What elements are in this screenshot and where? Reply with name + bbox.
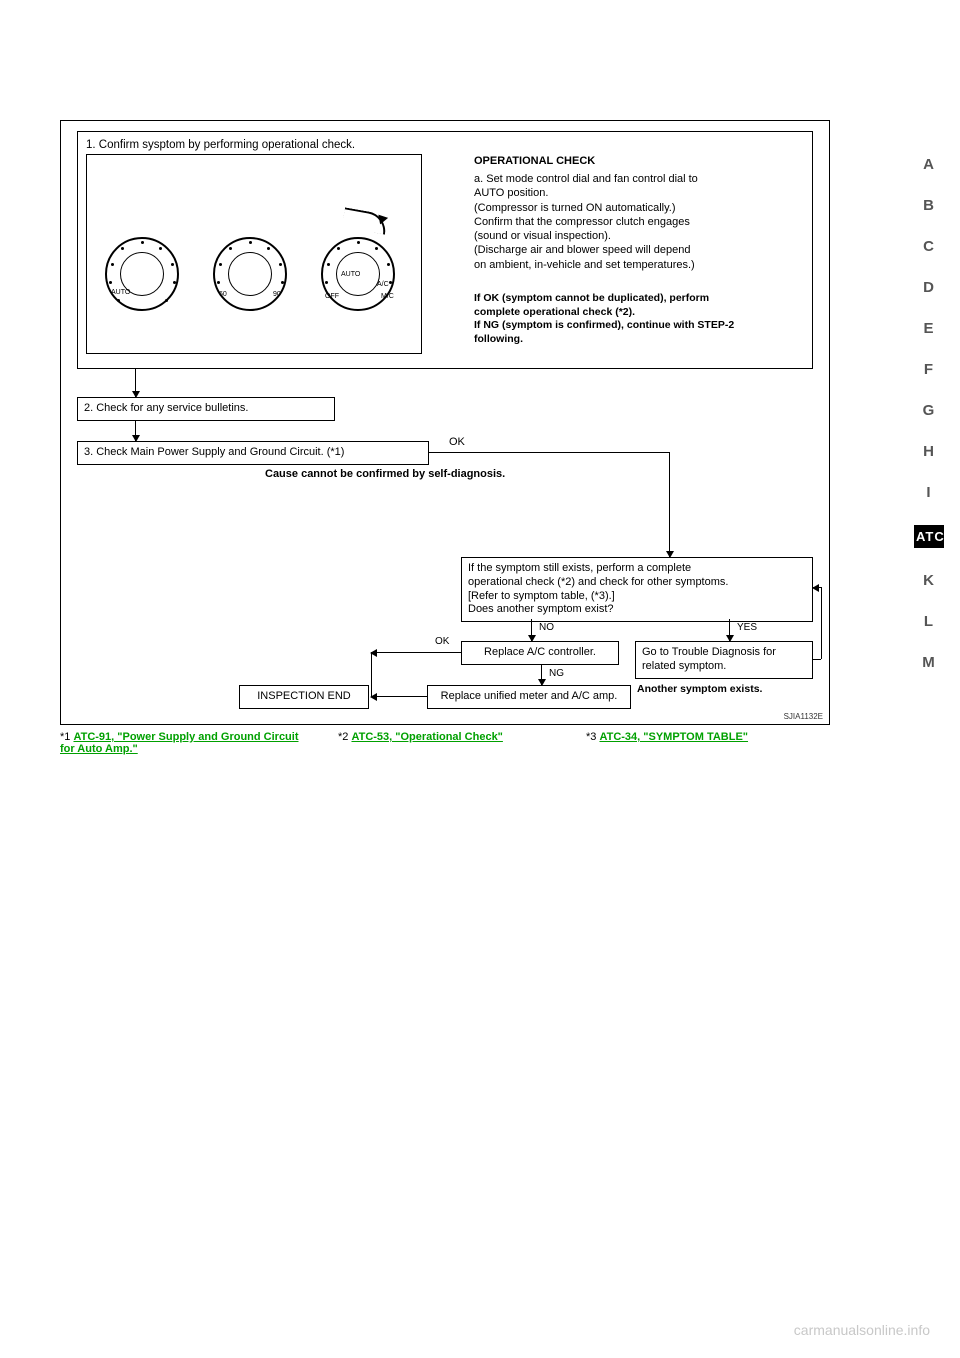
watermark: carmanualsonline.info bbox=[794, 1322, 930, 1338]
step1-box: 1. Confirm sysptom by performing operati… bbox=[77, 131, 813, 369]
auto2-label: AUTO bbox=[341, 271, 360, 280]
another-line-h bbox=[813, 659, 821, 660]
tab-atc[interactable]: ATC bbox=[914, 525, 944, 548]
op-check-heading: OPERATIONAL CHECK bbox=[474, 154, 595, 168]
no-label: NO bbox=[539, 621, 554, 634]
replace-controller-box: Replace A/C controller. bbox=[461, 641, 619, 665]
reference-row: *1 ATC-91, "Power Supply and Ground Circ… bbox=[60, 731, 830, 755]
if-ok-ng-text: If OK (symptom cannot be duplicated), pe… bbox=[474, 292, 794, 347]
step2-text: 2. Check for any service bulletins. bbox=[84, 402, 248, 414]
off-label: OFF bbox=[325, 293, 339, 302]
yes-label: YES bbox=[737, 621, 757, 634]
tab-f[interactable]: F bbox=[914, 361, 944, 378]
ok-down bbox=[669, 452, 670, 557]
fan-dial: AUTO A/C OFF M/C bbox=[321, 237, 395, 311]
tab-i[interactable]: I bbox=[914, 484, 944, 501]
tab-d[interactable]: D bbox=[914, 279, 944, 296]
yes-arrow bbox=[729, 619, 730, 641]
mc-label: M/C bbox=[381, 293, 394, 302]
inspection-end-box: INSPECTION END bbox=[239, 685, 369, 709]
diagram-code: SJIA1132E bbox=[784, 712, 823, 721]
another-line-v bbox=[821, 587, 822, 659]
ok2-line bbox=[371, 652, 461, 653]
ref2-num: *2 bbox=[338, 731, 348, 743]
ok2-label: OK bbox=[435, 635, 449, 648]
op-check-body: a. Set mode control dial and fan control… bbox=[474, 172, 794, 272]
dials-illustration: AUTO 60 90 bbox=[86, 154, 422, 354]
ok-line bbox=[429, 452, 669, 453]
ac-label: A/C bbox=[377, 281, 389, 290]
no-arrow bbox=[531, 619, 532, 641]
t90-label: 90 bbox=[273, 291, 281, 300]
tab-e[interactable]: E bbox=[914, 320, 944, 337]
step2-box: 2. Check for any service bulletins. bbox=[77, 397, 335, 421]
ref1-link[interactable]: ATC-91, "Power Supply and Ground Circuit… bbox=[60, 731, 299, 755]
tab-g[interactable]: G bbox=[914, 402, 944, 419]
tab-b[interactable]: B bbox=[914, 197, 944, 214]
rotate-arrow-icon bbox=[342, 207, 389, 234]
t60-label: 60 bbox=[219, 291, 227, 300]
tab-a[interactable]: A bbox=[914, 156, 944, 173]
tab-l[interactable]: L bbox=[914, 613, 944, 630]
tab-h[interactable]: H bbox=[914, 443, 944, 460]
symptom-question-box: If the symptom still exists, perform a c… bbox=[461, 557, 813, 622]
tab-m[interactable]: M bbox=[914, 654, 944, 671]
arrow-1-2 bbox=[135, 369, 136, 397]
cause-text: Cause cannot be confirmed by self-diagno… bbox=[265, 467, 505, 481]
step3-box: 3. Check Main Power Supply and Ground Ci… bbox=[77, 441, 429, 465]
arrow-2-3 bbox=[135, 421, 136, 441]
another-symptom-text: Another symptom exists. bbox=[637, 683, 762, 697]
ref3-num: *3 bbox=[586, 731, 596, 743]
ng-arrow bbox=[541, 665, 542, 685]
replace-amp-box: Replace unified meter and A/C amp. bbox=[427, 685, 631, 709]
auto-label: AUTO bbox=[111, 289, 130, 298]
ok-label: OK bbox=[449, 435, 465, 449]
ref3-link[interactable]: ATC-34, "SYMPTOM TABLE" bbox=[599, 731, 748, 743]
step3-text: 3. Check Main Power Supply and Ground Ci… bbox=[84, 446, 344, 458]
goto-trouble-box: Go to Trouble Diagnosis for related symp… bbox=[635, 641, 813, 679]
temp-dial: 60 90 bbox=[213, 237, 287, 311]
amp-to-end bbox=[371, 696, 427, 697]
tab-c[interactable]: C bbox=[914, 238, 944, 255]
ok2-down bbox=[371, 652, 372, 696]
flowchart-diagram: 1. Confirm sysptom by performing operati… bbox=[60, 120, 830, 725]
ref1-num: *1 bbox=[60, 731, 70, 743]
ng-label: NG bbox=[549, 667, 564, 680]
another-line-in bbox=[813, 587, 821, 588]
tab-k[interactable]: K bbox=[914, 572, 944, 589]
ref2-link[interactable]: ATC-53, "Operational Check" bbox=[351, 731, 502, 743]
section-tabs: A B C D E F G H I ATC K L M bbox=[914, 156, 944, 671]
step1-title: 1. Confirm sysptom by performing operati… bbox=[86, 138, 804, 152]
